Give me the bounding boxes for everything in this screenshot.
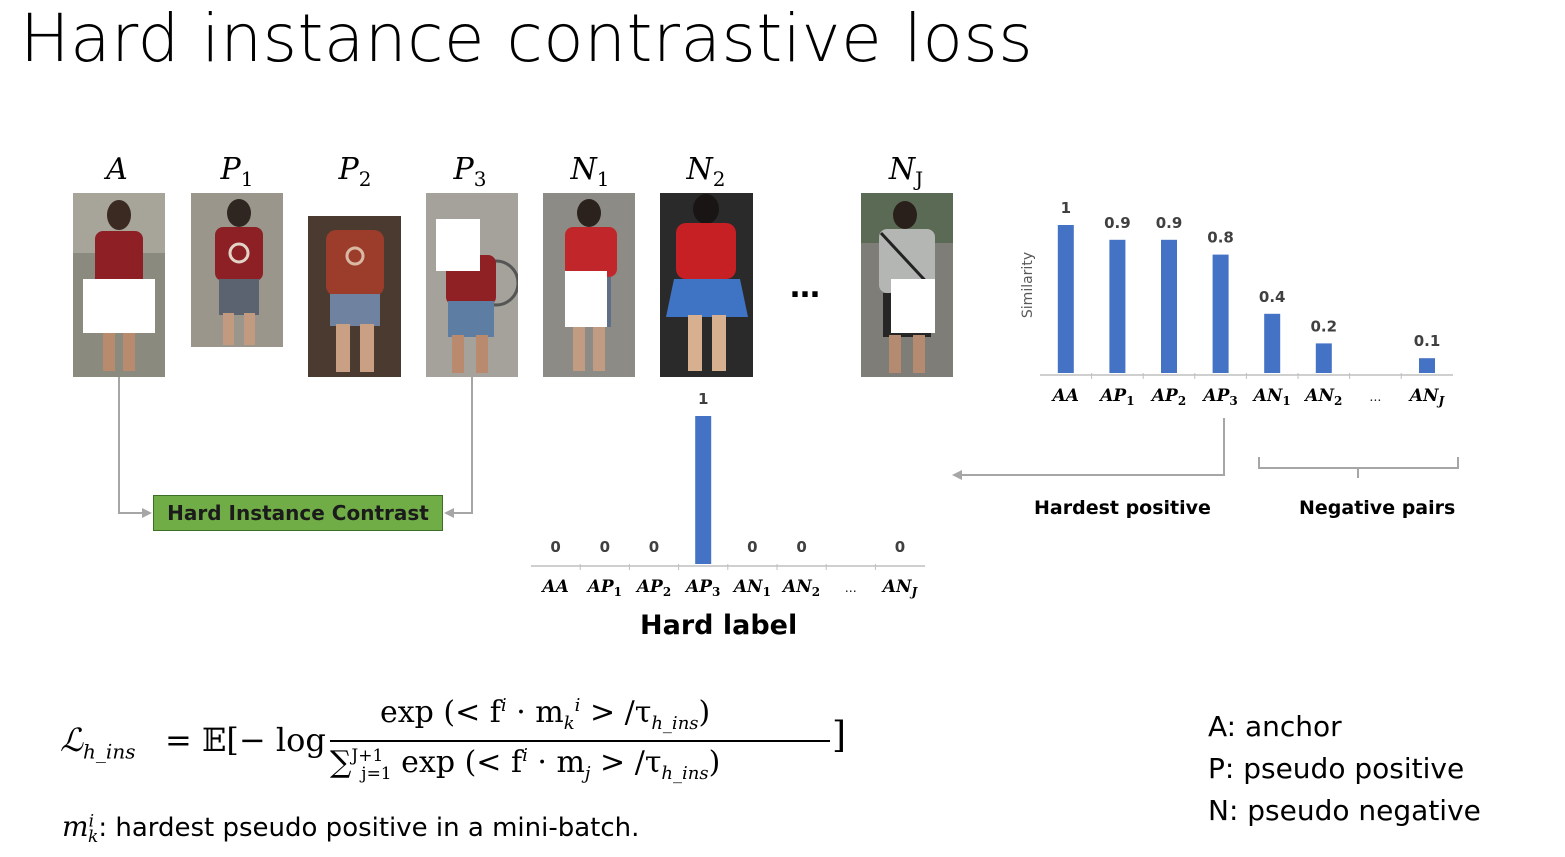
tick-label-AA: AA — [540, 577, 568, 597]
arrowhead — [444, 508, 454, 518]
data-label-AA: 0 — [550, 538, 560, 556]
tick-label-AP2: AP2 — [1150, 386, 1186, 408]
data-label-AN1: 0 — [747, 538, 757, 556]
arrowhead — [142, 508, 152, 518]
tick-label-…: … — [1369, 390, 1381, 404]
y-axis-label: Similarity — [1020, 252, 1036, 318]
tick-label-AN2: AN2 — [781, 577, 820, 599]
data-label-ANJ: 0 — [895, 538, 905, 556]
p3-connector — [446, 377, 473, 514]
image-label-n1: N1 — [570, 152, 610, 191]
bar-AN2 — [1315, 343, 1332, 373]
data-label-AA: 1 — [1061, 199, 1071, 217]
footnote: mik: hardest pseudo positive in a mini-b… — [62, 810, 640, 848]
bar-AP1 — [1109, 239, 1126, 373]
person-image-n2 — [660, 193, 753, 377]
image-label-p1: P1 — [220, 152, 254, 191]
tick-label-ANJ: ANJ — [881, 577, 919, 599]
bar-AN1 — [1264, 313, 1281, 373]
formula-expectation: = 𝔼[− log — [165, 721, 326, 759]
tick-label-AA: AA — [1051, 386, 1079, 406]
slide-title: Hard instance contrastive loss — [20, 0, 1034, 77]
data-label-AP3: 0.8 — [1207, 229, 1234, 247]
bar-AP2 — [1161, 239, 1177, 373]
mask-box — [436, 219, 480, 271]
data-label-AN2: 0.2 — [1311, 317, 1338, 335]
formula-numerator: exp (< fi · mki > /τh_ins) — [380, 695, 711, 734]
tick-label-AN1: AN1 — [732, 577, 771, 599]
image-label-n2: N2 — [686, 152, 726, 191]
formula-lhs: ℒh_ins — [60, 721, 136, 764]
person-image-p3 — [426, 193, 518, 377]
arrowhead — [952, 470, 962, 480]
legend-negative: N: pseudo negative — [1208, 794, 1481, 827]
data-label-AP3: 1 — [698, 390, 708, 408]
hard-label-chart: 0 AA 0 AP1 0 AP2 1 AP3 0 AN1 0 AN2 … 0 ANJ — [531, 390, 925, 599]
bar-ANJ — [1419, 358, 1435, 373]
person-image-nj — [861, 193, 953, 377]
image-label-p2: P2 — [338, 152, 372, 191]
hard-label-caption: Hard label — [640, 610, 798, 641]
bar-AA — [1057, 225, 1074, 373]
data-label-ANJ: 0.1 — [1414, 332, 1441, 350]
person-image-n1 — [543, 193, 635, 377]
tick-label-AP3: AP3 — [1201, 386, 1237, 408]
data-label-AP2: 0 — [649, 538, 659, 556]
image-label-p3: P3 — [453, 152, 487, 191]
legend-anchor: A: anchor — [1208, 710, 1342, 743]
person-image-p2 — [308, 216, 401, 377]
bar-AP3 — [1212, 254, 1229, 373]
image-label-nj: NJ — [888, 152, 924, 191]
tick-label-AP1: AP1 — [586, 577, 622, 599]
data-label-AP2: 0.9 — [1156, 214, 1183, 232]
legend-positive: P: pseudo positive — [1208, 752, 1465, 785]
data-label-AN1: 0.4 — [1259, 288, 1286, 306]
tick-label-AP3: AP3 — [684, 577, 720, 599]
hard-instance-contrast-box: Hard Instance Contrast — [153, 495, 443, 531]
data-label-AP1: 0 — [600, 538, 610, 556]
hardest-positive-caption: Hardest positive — [1034, 497, 1211, 519]
data-label-AN2: 0 — [796, 538, 806, 556]
mask-box — [565, 271, 607, 327]
mask-box — [83, 279, 155, 333]
tick-label-ANJ: ANJ — [1408, 386, 1446, 408]
person-image-anchor — [73, 193, 165, 377]
tick-label-AN2: AN2 — [1303, 386, 1342, 408]
anchor-connector — [118, 377, 150, 514]
tick-label-AP1: AP1 — [1098, 386, 1134, 408]
tick-label-…: … — [845, 581, 857, 595]
image-label-anchor: A — [106, 152, 128, 187]
data-label-AP1: 0.9 — [1104, 214, 1131, 232]
negative-pairs-bracket — [1258, 457, 1459, 478]
tick-label-AP2: AP2 — [635, 577, 671, 599]
bar-AP3 — [695, 416, 712, 564]
loss-formula: ℒh_ins = 𝔼[− log exp (< fi · mki > /τh_i… — [60, 695, 860, 800]
formula-denominator: ∑J+1j=1 exp (< fi · mj > /τh_ins) — [330, 745, 721, 784]
hardest-positive-connector — [958, 418, 1225, 476]
similarity-chart: Similarity 1 AA 0.9 AP1 0.9 AP2 0.8 AP3 0.4 AN1 0.… — [1020, 199, 1453, 408]
tick-label-AN1: AN1 — [1252, 386, 1291, 408]
formula-close-bracket: ] — [832, 715, 847, 756]
fraction-bar — [330, 740, 830, 742]
person-image-p1 — [191, 193, 283, 347]
mask-box — [891, 279, 935, 333]
images-ellipsis: … — [790, 270, 820, 305]
negative-pairs-caption: Negative pairs — [1299, 497, 1456, 519]
